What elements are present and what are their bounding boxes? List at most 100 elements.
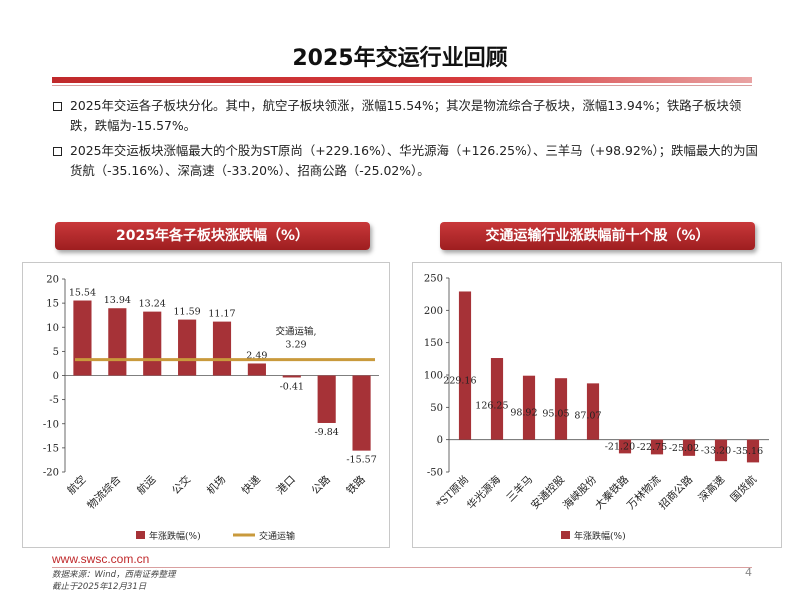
legend-label-bar: 年涨跌幅(%)	[574, 530, 626, 542]
summary-bullet-2: 2025年交运板块涨幅最大的个股为ST原尚（+229.16%）、华光源海（+12…	[52, 141, 764, 181]
data-label: -25.02	[669, 443, 699, 454]
y-tick-label: -5	[49, 395, 59, 406]
bar	[458, 291, 472, 440]
footer-url: www.swsc.com.cn	[52, 552, 150, 566]
legend-label-bar: 年涨跌幅(%)	[149, 530, 201, 542]
bar	[682, 439, 696, 456]
data-label: 11.59	[174, 307, 201, 318]
y-tick-label: 250	[424, 274, 443, 285]
y-tick-label: 15	[46, 299, 59, 310]
page-number: 4	[745, 566, 752, 579]
sector-chart-frame: 20 15 10 5 0 -5 -10 -15 -20 15.54 航空 13.94 物流综合 13.24…	[22, 262, 390, 548]
summary-bullets: 2025年交运各子板块分化。其中，航空子板块领涨，涨幅15.54%；其次是物流综…	[52, 96, 764, 186]
data-label: -35.16	[733, 446, 763, 457]
square-bullet-icon	[53, 147, 62, 156]
y-tick-label: 10	[46, 323, 59, 334]
data-label: 87.07	[574, 410, 601, 421]
y-tick-label: 200	[424, 306, 443, 317]
data-label: 2.49	[246, 350, 267, 361]
data-label: 98.92	[510, 407, 537, 418]
summary-bullet-1: 2025年交运各子板块分化。其中，航空子板块领涨，涨幅15.54%；其次是物流综…	[52, 96, 764, 136]
category-label: 招商公路	[656, 473, 695, 512]
title-divider	[52, 77, 752, 83]
bar	[522, 375, 536, 440]
page-title: 2025年交运行业回顾	[292, 46, 508, 71]
y-tick-label: 0	[437, 435, 443, 446]
category-label: 三羊马	[504, 473, 535, 504]
category-label: 港口	[275, 474, 298, 497]
data-label: -22.75	[637, 442, 667, 453]
data-label: 229.16	[443, 375, 476, 386]
bar	[247, 363, 266, 376]
y-tick-label: -20	[43, 468, 59, 479]
data-label: -33.20	[701, 445, 731, 456]
y-tick-label: 50	[430, 403, 443, 414]
category-label: 国货航	[728, 473, 760, 505]
category-label: 海峡股份	[560, 473, 599, 512]
y-tick-label: 5	[53, 347, 59, 358]
summary-bullet-text: 2025年交运板块涨幅最大的个股为ST原尚（+229.16%）、华光源海（+12…	[70, 143, 758, 178]
summary-bullet-text: 2025年交运各子板块分化。其中，航空子板块领涨，涨幅15.54%；其次是物流综…	[70, 98, 742, 133]
data-label: 95.05	[542, 408, 569, 419]
category-label: 公交	[169, 473, 193, 497]
category-label: 快递	[239, 473, 263, 497]
data-label: -9.84	[314, 427, 338, 438]
footer-source: 数据来源：Wind，西南证券整理 截止于2025年12月31日	[52, 569, 176, 593]
data-label: 13.24	[139, 299, 166, 310]
category-label: 航运	[134, 473, 158, 497]
bar	[618, 439, 632, 454]
y-tick-label: 0	[53, 371, 59, 382]
bar	[554, 378, 568, 440]
y-tick-label: -15	[43, 443, 59, 454]
data-label: -15.57	[346, 455, 376, 466]
category-label: 万林物流	[624, 473, 663, 512]
legend-swatch-bar	[136, 531, 145, 539]
reference-line-value: 3.29	[285, 340, 306, 351]
data-label: 11.17	[208, 309, 235, 320]
footer-divider	[52, 567, 752, 568]
bar	[746, 439, 760, 463]
y-tick-label: 100	[424, 371, 443, 382]
data-label: 15.54	[69, 288, 96, 299]
legend-swatch-bar	[561, 531, 570, 539]
data-label: -0.41	[280, 381, 304, 392]
bar	[714, 439, 728, 462]
category-label: 华光源海	[464, 473, 503, 512]
category-label: 物流综合	[85, 473, 124, 512]
bar	[282, 375, 301, 378]
category-label: 航空	[65, 473, 89, 497]
data-label: 126.25	[475, 401, 508, 412]
stock-chart-frame: 250 200 150 100 50 0 -50 229.16 *ST原尚 126.25 华光源海 9…	[412, 262, 782, 548]
y-tick-label: 20	[46, 275, 59, 286]
square-bullet-icon	[53, 102, 62, 111]
data-label: 13.94	[104, 295, 131, 306]
category-label: 铁路	[344, 473, 368, 497]
legend-label-line: 交通运输	[259, 530, 295, 542]
title-divider-thin	[52, 85, 752, 86]
footer-source-text: 数据来源：Wind，西南证券整理	[52, 570, 176, 580]
bar	[73, 300, 92, 376]
y-tick-label: 150	[424, 338, 443, 349]
top-stocks-chart: 250200150100500-50229.16*ST原尚126.25华光源海9…	[424, 274, 769, 542]
bar	[352, 375, 371, 451]
right-panel-title: 交通运输行业涨跌幅前十个股（%）	[440, 222, 755, 250]
category-label: 机场	[204, 473, 228, 497]
y-tick-label: -50	[427, 468, 443, 479]
data-label: -21.20	[605, 442, 635, 453]
left-panel-title: 2025年各子板块涨跌幅（%）	[55, 222, 370, 250]
bar	[586, 383, 600, 440]
bar	[143, 311, 162, 376]
bar	[108, 308, 127, 376]
category-label: 公路	[309, 473, 333, 497]
bar	[490, 358, 504, 440]
bar	[212, 321, 232, 376]
category-label: 大秦铁路	[592, 473, 631, 512]
reference-line-label: 交通运输,	[275, 326, 316, 338]
bar	[650, 439, 664, 455]
footer-date-text: 截止于2025年12月31日	[52, 582, 147, 592]
category-label: 深高速	[696, 473, 728, 505]
bar	[317, 375, 336, 423]
bar	[178, 319, 197, 376]
y-tick-label: -10	[43, 419, 59, 430]
sector-returns-chart: 20 15 10 5 0 -5 -10 -15 -20 15.54 航空 13.94 物流综合 13.24…	[43, 275, 379, 542]
